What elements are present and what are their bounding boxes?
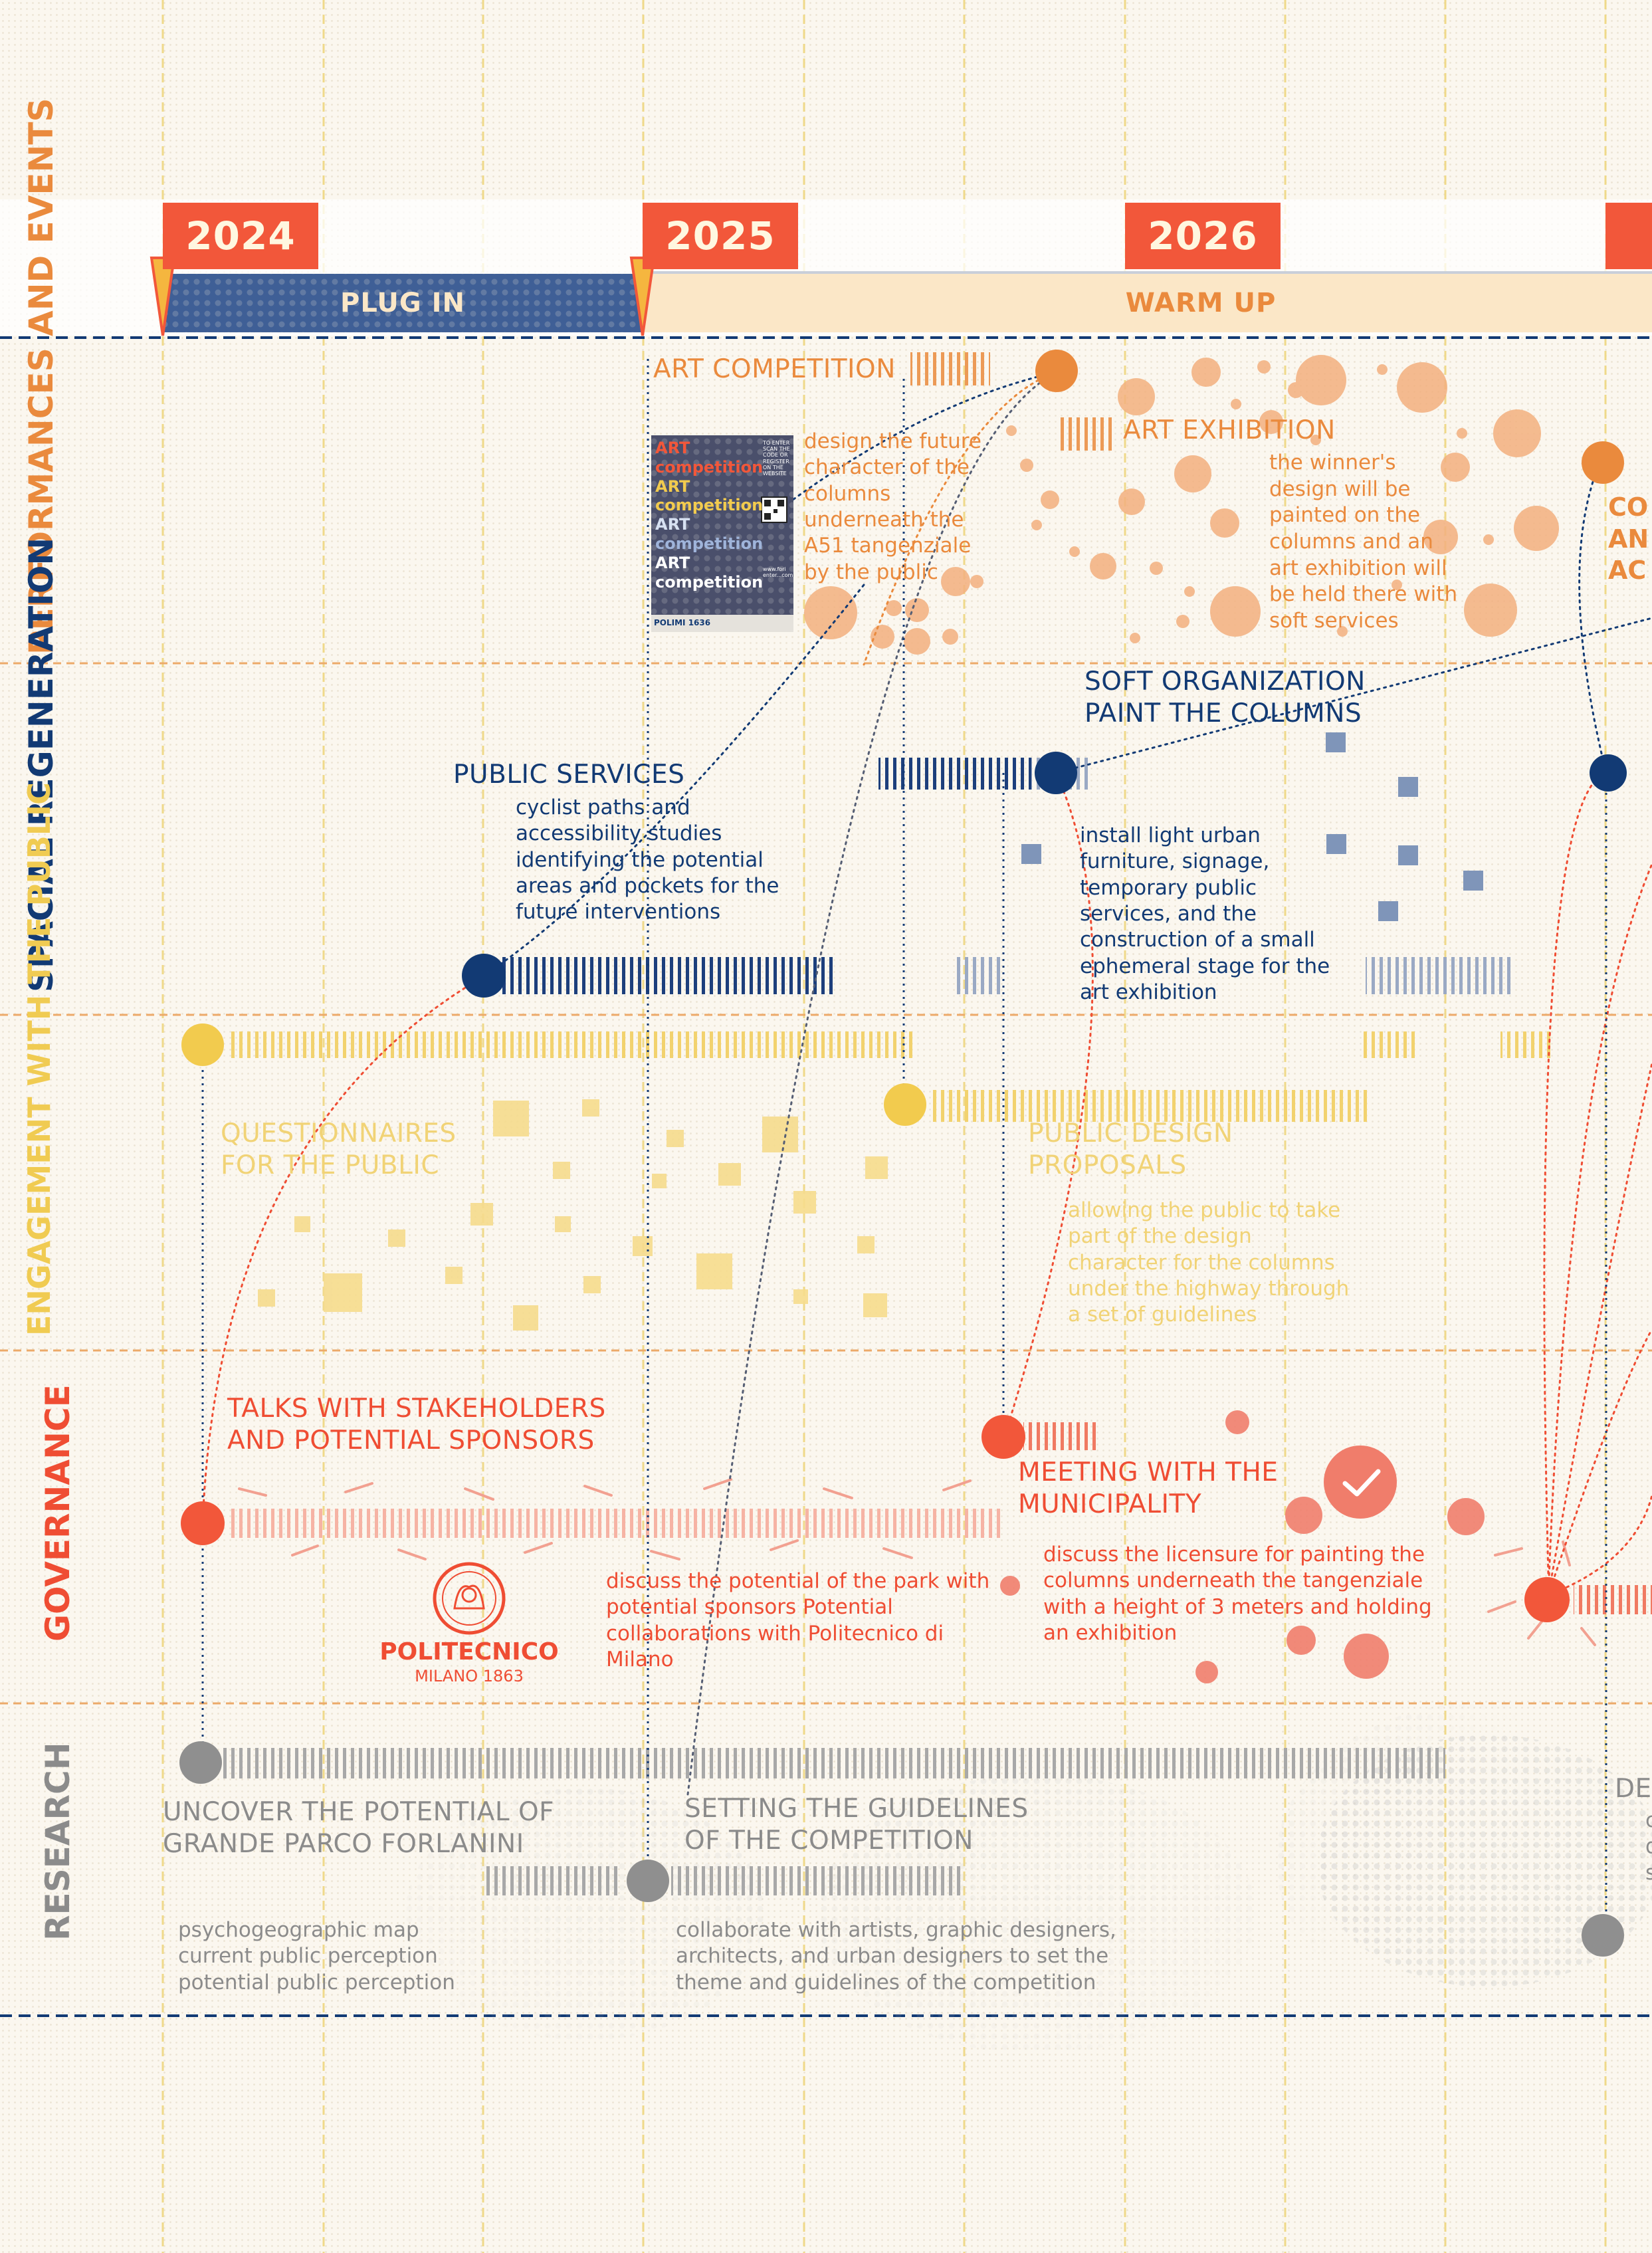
vertical-connectors <box>201 359 1607 1934</box>
row-label-research: RESEARCH <box>39 1742 77 1941</box>
talks-desc: discuss the potential of the park with p… <box>606 1569 990 1672</box>
politecnico-seal-icon <box>433 1562 506 1635</box>
poster-text: ART competition ART competition ART comp… <box>655 439 764 591</box>
poster-line: ART <box>655 439 690 457</box>
row-separators <box>0 662 1652 1705</box>
poster-line: ART <box>655 515 690 534</box>
talks-title: TALKS WITH STAKEHOLDERS AND POTENTIAL SP… <box>227 1394 606 1455</box>
politecnico-name: POLITECNICO <box>379 1638 559 1665</box>
art-competition-poster <box>651 435 793 632</box>
orange-dot-cloud <box>804 355 1559 655</box>
poster-side-text: TO ENTER SCAN THE CODE OR REGISTER ON TH… <box>763 440 790 477</box>
red-dot-cloud <box>1000 1410 1485 1683</box>
clipped-research-desc: c d s <box>1645 1808 1652 1885</box>
guidelines-title: SETTING THE GUIDELINES OF THE COMPETITIO… <box>684 1794 1029 1856</box>
art-exhibition-desc: the winner's design will be painted on t… <box>1269 451 1458 633</box>
questionnaires-title: QUESTIONNAIRES FOR THE PUBLIC <box>221 1119 457 1180</box>
year-label-2027: 2 <box>1605 203 1652 269</box>
poster-line: ART <box>655 553 690 572</box>
guidelines-desc: collaborate with artists, graphic design… <box>676 1918 1116 1994</box>
activity-bars <box>223 352 1652 1895</box>
meeting-desc: discuss the licensure for painting the c… <box>1043 1543 1432 1646</box>
year-label-2025: 2025 <box>643 203 798 269</box>
poster-brand: POLIMI 1636 <box>654 618 711 627</box>
yellow-squares <box>258 1099 888 1331</box>
clipped-performance-title: CO AN AC <box>1608 492 1649 585</box>
poster-line: competition <box>655 496 764 515</box>
phase-bar-warm-up <box>643 274 1652 332</box>
poster-line: competition <box>655 457 764 477</box>
clipped-research-title: DE <box>1615 1774 1652 1804</box>
year-label-2024: 2024 <box>163 203 318 269</box>
poster-line: competition <box>655 534 764 553</box>
event-nodes <box>179 350 1627 1957</box>
dash-cloud <box>238 1478 1596 1646</box>
art-competition-title: ART COMPETITION <box>653 354 896 384</box>
public-services-desc: cyclist paths and accessibility studies … <box>516 796 779 924</box>
poster-url: www.fori enter...com <box>763 566 793 579</box>
uncover-title: UNCOVER THE POTENTIAL OF GRANDE PARCO FO… <box>163 1797 555 1859</box>
blue-squares <box>1021 732 1483 921</box>
poster-line: ART <box>655 477 690 496</box>
public-services-title: PUBLIC SERVICES <box>453 760 685 790</box>
art-exhibition-title: ART EXHIBITION <box>1123 415 1336 445</box>
soft-organization-title: SOFT ORGANIZATION PAINT THE COLUMNS <box>1084 667 1366 728</box>
poster-line: competition <box>655 572 764 591</box>
public-design-desc: allowing the public to take part of the … <box>1068 1198 1350 1327</box>
art-competition-desc: design the future character of the colum… <box>804 429 981 584</box>
check-circle-icon <box>1324 1446 1397 1519</box>
uncover-desc: psychogeographic map current public perc… <box>178 1918 455 1994</box>
frame-lines <box>0 336 1652 2017</box>
phase-plug-in: PLUG IN <box>340 288 465 318</box>
politecnico-sub: MILANO 1863 <box>415 1667 524 1685</box>
meeting-title: MEETING WITH THE MUNICIPALITY <box>1018 1457 1279 1519</box>
year-label-2026: 2026 <box>1125 203 1281 269</box>
row-label-engagement: ENGAGEMENT WITH THE PUBLIC <box>21 782 57 1336</box>
phase-warm-up: WARM UP <box>1125 288 1277 318</box>
row-label-governance: GOVERNANCE <box>39 1384 77 1642</box>
public-design-title: PUBLIC DESIGN PROPOSALS <box>1028 1119 1233 1180</box>
urban-furniture-desc: install light urban furniture, signage, … <box>1080 823 1330 1005</box>
